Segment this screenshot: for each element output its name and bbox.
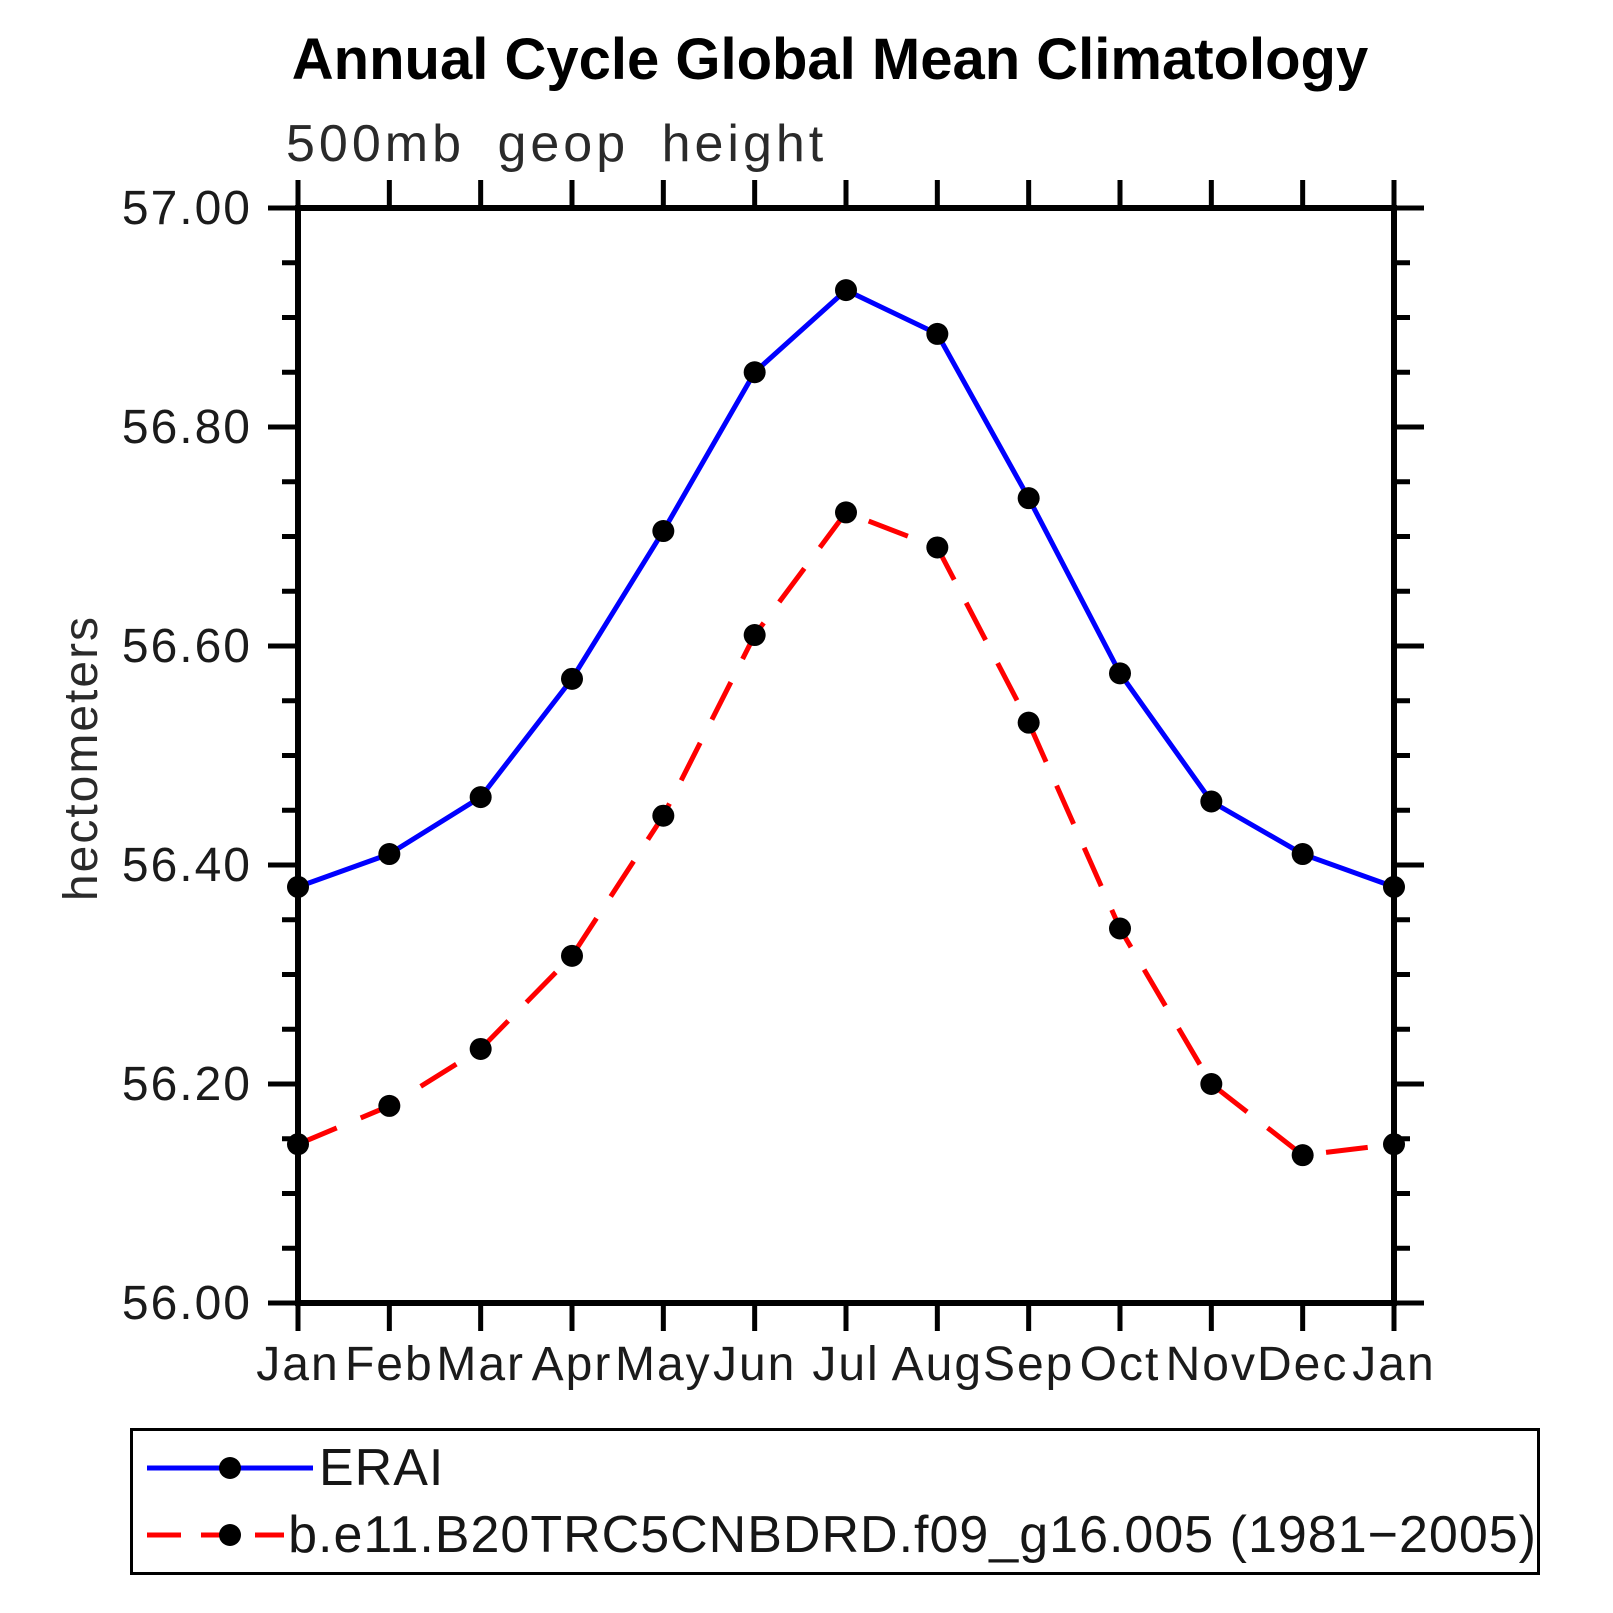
data-point-marker (1017, 487, 1040, 510)
x-tick-label: Jan (256, 1338, 339, 1391)
x-tick-label: Jun (713, 1338, 796, 1391)
data-point-marker (835, 501, 857, 524)
data-point-marker (469, 786, 492, 809)
data-point-marker (287, 875, 309, 898)
x-tick-label: Oct (1080, 1338, 1161, 1391)
x-tick-label: Nov (1166, 1338, 1257, 1391)
data-point-marker (1383, 1133, 1405, 1156)
legend-label: ERAI (319, 1439, 445, 1497)
y-tick-label: 56.20 (122, 1058, 252, 1111)
legend: ERAI b.e11.B20TRC5CNBDRD.f09_g16.005 (198… (130, 1428, 1540, 1575)
data-point-marker (926, 536, 949, 559)
x-tick-label: Aug (892, 1338, 983, 1391)
data-point-marker (378, 1094, 401, 1117)
legend-label: b.e11.B20TRC5CNBDRD.f09_g16.005 (1981−20… (288, 1506, 1537, 1564)
data-point-marker (1109, 917, 1131, 940)
data-point-marker (1291, 843, 1314, 866)
data-point-marker (743, 361, 766, 384)
data-point-marker (926, 322, 949, 345)
data-point-marker (1017, 711, 1040, 734)
legend-row: ERAI (145, 1438, 1537, 1498)
data-point-marker (378, 843, 401, 866)
data-point-marker (561, 944, 583, 967)
plot-frame (295, 205, 1397, 1306)
series-line-model (297, 509, 1395, 1158)
data-point-marker (1109, 662, 1131, 685)
data-point-marker (652, 520, 675, 543)
data-point-marker (287, 1133, 309, 1156)
data-point-marker (835, 279, 857, 302)
x-tick-label: Mar (436, 1338, 525, 1391)
y-tick-label: 56.80 (122, 401, 252, 454)
x-tick-label: Jan (1352, 1338, 1435, 1391)
x-tick-label: Feb (345, 1338, 434, 1391)
data-point-marker (1291, 1144, 1314, 1167)
legend-marker (219, 1457, 241, 1479)
legend-line-sample (147, 1524, 285, 1546)
data-point-marker (652, 804, 675, 827)
legend-row: b.e11.B20TRC5CNBDRD.f09_g16.005 (1981−20… (145, 1505, 1537, 1565)
data-point-marker (1200, 1073, 1223, 1095)
data-point-marker (561, 667, 583, 690)
chart-title: Annual Cycle Global Mean Climatology (291, 27, 1369, 92)
data-point-marker (743, 624, 766, 647)
x-tick-label: Sep (983, 1338, 1074, 1391)
y-tick-label: 56.60 (122, 620, 252, 673)
chart-subtitle: 500mb geop height (286, 115, 828, 173)
data-point-marker (1383, 875, 1405, 898)
x-tick-label: Jul (812, 1338, 879, 1391)
x-tick-label: Apr (532, 1338, 613, 1391)
legend-line-sample (147, 1457, 313, 1479)
data-point-marker (1200, 790, 1223, 813)
y-tick-label: 56.00 (122, 1277, 252, 1330)
y-tick-label: 57.00 (122, 182, 252, 235)
series-line-erai (297, 287, 1395, 890)
x-tick-label: May (615, 1338, 712, 1391)
x-tick-label: Dec (1257, 1338, 1348, 1391)
legend-marker (219, 1524, 241, 1546)
data-point-marker (469, 1037, 492, 1060)
y-tick-label: 56.40 (122, 839, 252, 892)
